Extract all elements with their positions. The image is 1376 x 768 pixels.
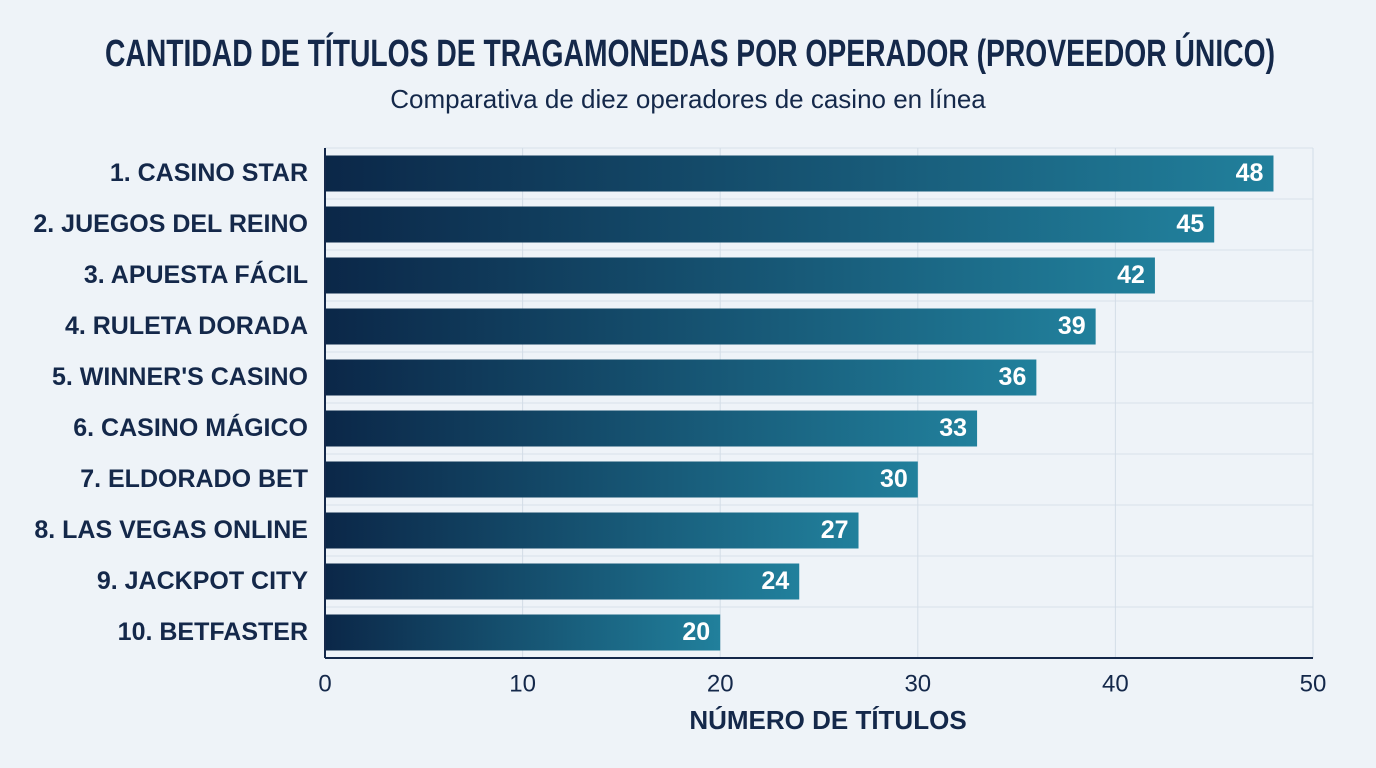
x-tick-label: 40 bbox=[1102, 670, 1129, 697]
value-label: 30 bbox=[880, 465, 908, 493]
bar bbox=[325, 461, 918, 498]
y-tick-label: 7. ELDORADO BET bbox=[80, 465, 308, 493]
x-tick-label: 50 bbox=[1300, 670, 1327, 697]
bar bbox=[325, 614, 721, 651]
y-tick-label: 9. JACKPOT CITY bbox=[97, 567, 308, 595]
bar bbox=[325, 512, 859, 549]
bar bbox=[325, 206, 1215, 243]
bar bbox=[325, 155, 1274, 192]
y-tick-label: 8. LAS VEGAS ONLINE bbox=[34, 516, 308, 544]
y-tick-label: 1. CASINO STAR bbox=[110, 159, 308, 187]
chart-title: CANTIDAD DE TÍTULOS DE TRAGAMONEDAS POR … bbox=[105, 31, 1275, 75]
value-label: 48 bbox=[1236, 159, 1264, 187]
value-label: 45 bbox=[1176, 210, 1204, 238]
y-tick-label: 3. APUESTA FÁCIL bbox=[84, 260, 308, 289]
x-tick-label: 10 bbox=[509, 670, 536, 697]
bar bbox=[325, 257, 1155, 294]
bar bbox=[325, 308, 1096, 345]
x-axis-label: NÚMERO DE TÍTULOS bbox=[689, 705, 966, 735]
value-label: 27 bbox=[821, 516, 849, 544]
chart-subtitle: Comparativa de diez operadores de casino… bbox=[390, 84, 986, 114]
x-tick-label: 20 bbox=[707, 670, 734, 697]
x-tick-label: 0 bbox=[318, 670, 331, 697]
y-tick-label: 4. RULETA DORADA bbox=[65, 312, 308, 340]
bar bbox=[325, 359, 1037, 396]
bar bbox=[325, 563, 800, 600]
bar bbox=[325, 410, 978, 447]
value-label: 24 bbox=[761, 567, 789, 595]
value-label: 33 bbox=[939, 414, 967, 442]
y-tick-label: 6. CASINO MÁGICO bbox=[73, 413, 308, 442]
value-label: 36 bbox=[999, 363, 1027, 391]
y-tick-label: 10. BETFASTER bbox=[118, 618, 308, 646]
y-tick-label: 2. JUEGOS DEL REINO bbox=[33, 210, 308, 238]
y-tick-label: 5. WINNER'S CASINO bbox=[52, 363, 308, 391]
value-label: 39 bbox=[1058, 312, 1086, 340]
value-label: 42 bbox=[1117, 261, 1145, 289]
value-label: 20 bbox=[682, 618, 710, 646]
x-tick-label: 30 bbox=[904, 670, 931, 697]
